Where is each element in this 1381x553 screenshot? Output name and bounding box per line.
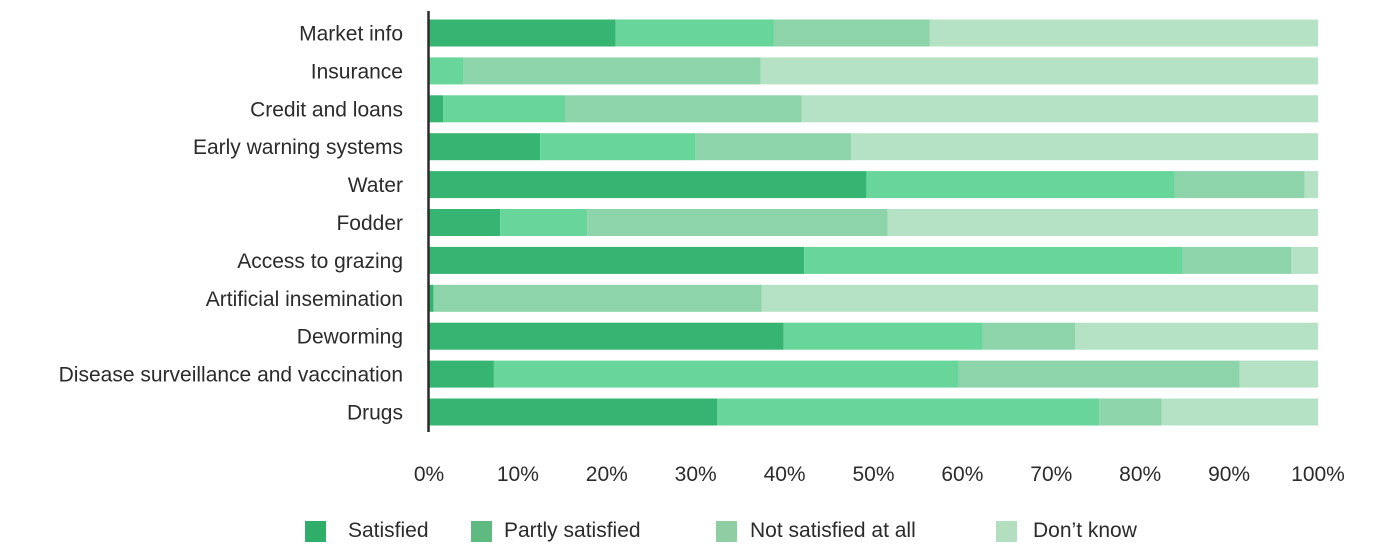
bar-segment-4-row-1	[929, 19, 1318, 47]
legend-swatch	[716, 521, 737, 542]
x-tick-label: 70%	[1030, 463, 1072, 486]
bar-segment-2-row-5	[866, 171, 1175, 199]
legend-label: Partly satisfied	[504, 519, 641, 542]
bar-segment-2-row-4	[540, 133, 696, 161]
bar-segment-2-row-10	[493, 360, 959, 388]
bar-segment-2-row-11	[717, 398, 1100, 426]
bar-segment-2-row-3	[443, 95, 566, 123]
bar-segment-2-row-1	[615, 19, 774, 47]
category-label: Insurance	[311, 60, 403, 83]
bar-segment-1-row-5	[429, 171, 867, 199]
category-label: Drugs	[347, 402, 403, 425]
bar-segment-4-row-4	[851, 133, 1318, 161]
bar-segment-2-row-6	[500, 209, 588, 236]
category-label: Fodder	[336, 212, 403, 235]
legend-label: Don’t know	[1033, 519, 1138, 542]
x-tick-label: 40%	[764, 463, 806, 486]
bar-segment-3-row-1	[773, 19, 930, 47]
bar-segment-2-row-9	[783, 322, 983, 350]
bar-segment-1-row-11	[429, 398, 718, 426]
bar-segment-4-row-11	[1161, 398, 1318, 426]
bar-segment-3-row-10	[958, 360, 1240, 388]
bar-segment-4-row-6	[887, 209, 1318, 236]
bar-segment-1-row-7	[429, 246, 805, 274]
legend-label: Not satisfied at all	[750, 519, 916, 542]
category-label: Access to grazing	[237, 250, 403, 273]
bar-segment-3-row-7	[1182, 246, 1292, 274]
bar-segment-1-row-6	[429, 209, 501, 236]
category-label: Credit and loans	[250, 98, 403, 121]
bar-segment-4-row-3	[801, 95, 1318, 123]
category-label: Disease surveillance and vaccination	[59, 364, 403, 387]
bar-segment-1-row-4	[429, 133, 541, 161]
category-label: Market info	[299, 23, 403, 46]
x-tick-label: 60%	[941, 463, 983, 486]
bar-segment-1-row-10	[429, 360, 494, 388]
x-tick-label: 100%	[1291, 463, 1345, 486]
bar-segment-3-row-11	[1099, 398, 1162, 426]
x-tick-label: 50%	[852, 463, 894, 486]
bar-segment-4-row-9	[1075, 322, 1318, 350]
legend-swatch	[996, 521, 1017, 542]
category-label: Artificial insemination	[206, 288, 403, 311]
bar-segment-4-row-7	[1291, 246, 1318, 274]
bar-segment-3-row-9	[982, 322, 1076, 350]
bar-segment-1-row-8	[429, 284, 434, 312]
bar-segment-4-row-2	[760, 57, 1318, 85]
bar-segment-4-row-5	[1304, 171, 1318, 199]
bar-segment-1-row-1	[429, 19, 616, 47]
bar-segment-4-row-8	[761, 284, 1318, 312]
category-label: Water	[348, 174, 403, 197]
legend-label: Satisfied	[348, 519, 429, 542]
legend-swatch	[305, 521, 326, 542]
legend-swatch	[471, 521, 492, 542]
x-tick-labels: 0% 10% 20% 30% 40% 50% 60% 70% 80% 90% 100%	[414, 463, 1345, 486]
bar-segment-3-row-8	[433, 284, 762, 312]
bar-segment-3-row-6	[587, 209, 888, 236]
bar-segment-2-row-7	[804, 246, 1183, 274]
bar-segment-1-row-9	[429, 322, 784, 350]
bar-segment-3-row-2	[463, 57, 761, 85]
category-labels: Market info Insurance Credit and loans Earl…	[59, 23, 403, 425]
bar-segment-3-row-5	[1174, 171, 1305, 199]
legend: Satisfied Partly satisfied Not satisfied a…	[305, 519, 1138, 542]
x-tick-label: 20%	[586, 463, 628, 486]
x-tick-label: 90%	[1208, 463, 1250, 486]
bar-segment-2-row-2	[429, 57, 464, 85]
bar-segment-3-row-3	[565, 95, 802, 123]
category-label: Deworming	[297, 326, 403, 349]
category-label: Early warning systems	[193, 136, 403, 159]
x-tick-label: 80%	[1119, 463, 1161, 486]
x-tick-label: 30%	[675, 463, 717, 486]
x-tick-label: 10%	[497, 463, 539, 486]
bar-segment-1-row-3	[429, 95, 444, 123]
bar-segment-4-row-10	[1239, 360, 1318, 388]
x-tick-label: 0%	[414, 463, 444, 486]
bar-segment-3-row-4	[695, 133, 852, 161]
bars-layer	[429, 19, 1318, 426]
